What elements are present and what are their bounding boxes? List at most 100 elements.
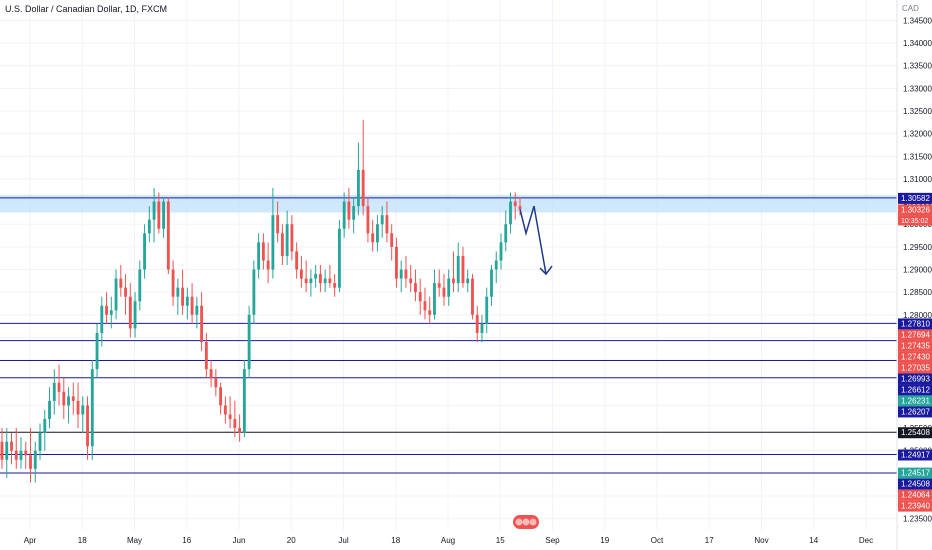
- candle-body: [442, 287, 446, 297]
- candle-body: [423, 301, 427, 311]
- candle-body: [242, 369, 246, 433]
- price-tag-label: 1.26612: [901, 385, 930, 394]
- candle-body: [385, 215, 389, 234]
- price-tag-label: 1.27694: [901, 330, 930, 339]
- x-tick-label: Sep: [545, 536, 560, 545]
- candle-body: [162, 201, 166, 229]
- price-tag-label: 1.27435: [901, 341, 930, 350]
- price-tag: [898, 449, 932, 461]
- price-tag-label: 1.24508: [901, 480, 930, 489]
- price-tag-label: 1.26207: [901, 407, 930, 416]
- candle-body: [509, 201, 512, 225]
- candle-body: [466, 278, 470, 284]
- candle-body: [485, 296, 489, 324]
- candle-body: [437, 283, 441, 288]
- candle-body: [14, 450, 18, 460]
- x-tick-label: Jul: [338, 536, 348, 545]
- candle-body: [390, 233, 394, 247]
- candle-body: [86, 405, 89, 447]
- candle-body: [337, 228, 341, 288]
- candle-body: [352, 206, 356, 220]
- candle-body: [471, 278, 474, 315]
- price-tag: [898, 406, 932, 418]
- candle-body: [461, 255, 465, 284]
- price-tag: [898, 467, 932, 479]
- candle-body: [190, 296, 194, 315]
- price-tag: [898, 478, 932, 490]
- candle-body: [185, 296, 189, 306]
- y-tick-label: 1.32500: [903, 107, 932, 116]
- candle-body: [200, 305, 204, 343]
- candle-body: [404, 269, 408, 279]
- candle-body: [276, 215, 280, 234]
- candle-body: [280, 233, 284, 256]
- candle-body: [371, 233, 375, 243]
- candle-body: [414, 283, 417, 293]
- y-tick-label: 1.29000: [903, 266, 932, 275]
- price-tag-label: 1.30582: [901, 194, 930, 203]
- candle-body: [128, 296, 132, 329]
- price-tag-label: 1.30326: [901, 205, 930, 214]
- candle-body: [361, 169, 365, 207]
- price-tag-label: 1.27035: [901, 363, 930, 372]
- candle-body: [309, 278, 313, 284]
- price-tag-label: 1.26993: [901, 374, 930, 383]
- candle-body: [456, 255, 460, 284]
- price-tag: [898, 192, 932, 204]
- candle-body: [356, 169, 360, 207]
- candle-body: [295, 251, 299, 270]
- candle-body: [71, 396, 75, 401]
- price-tag-label: 1.24064: [901, 491, 930, 500]
- price-tag: [898, 395, 932, 407]
- price-tag: [898, 340, 932, 352]
- candle-body: [238, 428, 242, 433]
- x-tick-label: Apr: [24, 536, 37, 545]
- candle-body: [233, 419, 237, 429]
- candle-body: [333, 283, 337, 288]
- candle-body: [0, 441, 4, 460]
- candle-body: [119, 278, 123, 288]
- price-tag-label: 1.24917: [901, 450, 930, 459]
- candle-body: [409, 278, 413, 284]
- candle-body: [57, 382, 61, 392]
- x-tick-label: 20: [287, 536, 296, 545]
- countdown-tag: [898, 215, 932, 226]
- x-tick-label: 16: [182, 536, 191, 545]
- candle-body: [76, 400, 80, 415]
- candle-body: [171, 269, 175, 297]
- candle-body: [204, 342, 208, 370]
- candle-body: [366, 206, 370, 234]
- candle-body: [81, 405, 85, 415]
- candle-body: [19, 450, 23, 460]
- candle-body: [38, 432, 42, 451]
- candle-body: [29, 455, 32, 469]
- price-tag-label: 1.26231: [901, 396, 930, 405]
- candle-body: [166, 201, 170, 270]
- projection-arrow: [519, 205, 547, 275]
- tradingview-logo-icon: [513, 515, 539, 529]
- candle-body: [257, 242, 261, 270]
- candle-body: [376, 224, 379, 243]
- y-tick-label: 1.33000: [903, 84, 932, 93]
- candle-body: [209, 369, 213, 379]
- candle-body: [157, 201, 161, 229]
- candle-body: [490, 269, 493, 297]
- candle-body: [428, 310, 432, 315]
- candle-body: [399, 269, 403, 279]
- x-tick-label: 14: [809, 536, 818, 545]
- candle-body: [133, 301, 137, 329]
- candle-body: [247, 314, 251, 370]
- price-tag: [898, 362, 932, 374]
- candle-body: [328, 278, 332, 284]
- price-tag-label: 1.23940: [901, 502, 930, 511]
- candle-body: [100, 305, 104, 333]
- price-tag: [898, 373, 932, 385]
- x-tick-label: Aug: [441, 536, 455, 545]
- y-tick-label: 1.31500: [903, 152, 932, 161]
- candle-body: [499, 242, 503, 261]
- candle-body: [195, 305, 199, 315]
- y-tick-label: 1.28500: [903, 288, 932, 297]
- price-tag-label: 1.24517: [901, 469, 930, 478]
- chart-title: U.S. Dollar / Canadian Dollar, 1D, FXCM: [5, 4, 168, 14]
